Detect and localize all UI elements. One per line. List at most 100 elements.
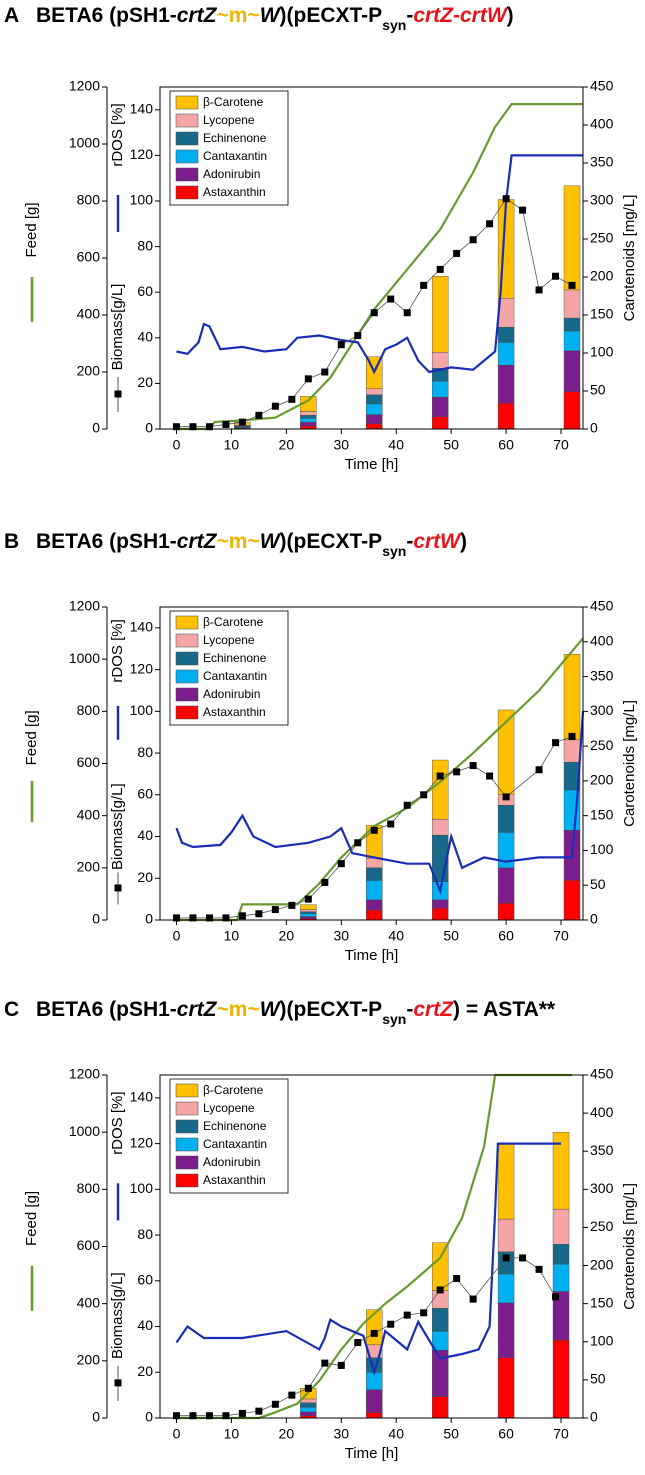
x-tick-label: 70 [553, 1426, 569, 1442]
biomass-point [321, 368, 329, 376]
biomass-point [205, 1412, 213, 1420]
carotenoid-tick-label: 300 [590, 702, 614, 718]
rdos-tick-label: 80 [137, 1226, 153, 1242]
bar-segment [366, 423, 383, 430]
bar-segment [563, 880, 581, 921]
biomass-point [271, 402, 279, 410]
title-part: W [260, 4, 282, 27]
panel-letter: A [4, 4, 19, 27]
rdos-line [176, 154, 583, 375]
rdos-line [175, 711, 585, 895]
rdos-tick-label: 60 [137, 1272, 153, 1288]
feed-tick-label: 400 [77, 306, 101, 322]
feed-tick-label: 1000 [69, 1123, 100, 1139]
legend-swatch [175, 167, 199, 182]
rdos-tick-label: 100 [130, 1180, 154, 1196]
bar-segment [497, 342, 515, 366]
legend-swatch [175, 1155, 199, 1170]
biomass-axis-label: Biomass[g/L] [109, 284, 126, 371]
bar-segment [366, 414, 383, 424]
biomass-point [288, 901, 296, 909]
bar-segment [366, 910, 383, 921]
legend-swatch [175, 687, 199, 702]
biomass-point [420, 281, 428, 289]
bar-segment [300, 916, 317, 919]
biomass-point [255, 1407, 263, 1415]
bar-segment [300, 1411, 317, 1416]
bar-segment [563, 391, 581, 430]
biomass-point [189, 1412, 197, 1420]
biomass-point [552, 272, 560, 280]
bar-segment [366, 1389, 383, 1413]
bar-segment [431, 396, 449, 418]
feed-tick-label: 1000 [69, 650, 100, 666]
carotenoid-axis-label: Carotenoids [mg/L] [621, 1183, 638, 1310]
feed-axis-label: Feed [g] [23, 1191, 40, 1246]
title-part: crtZ [177, 998, 218, 1021]
bar-segment [497, 1143, 515, 1220]
feed-tick-label: 800 [77, 702, 101, 718]
x-tick-label: 20 [279, 437, 295, 453]
rdos-tick-label: 100 [130, 192, 154, 208]
legend-label: Echinenone [203, 1119, 267, 1133]
feed-tick-label: 1200 [69, 1066, 100, 1082]
bar-segment [366, 1412, 383, 1419]
biomass-point [453, 249, 461, 257]
legend-swatch [175, 1101, 199, 1116]
x-tick-label: 60 [498, 1426, 514, 1442]
bar-segment [366, 403, 383, 415]
legend-label: Echinenone [203, 651, 267, 665]
legend-swatch [175, 149, 199, 164]
title-part: syn [382, 17, 406, 33]
biomass-point [172, 914, 180, 922]
biomass-point [238, 418, 246, 426]
biomass-point [420, 1309, 428, 1317]
legend-swatch [175, 95, 199, 110]
legend-swatch [175, 1083, 199, 1098]
legend-swatch [175, 651, 199, 666]
carotenoid-tick-label: 0 [590, 1409, 598, 1425]
title-part: BETA6 (pSH1- [36, 530, 177, 553]
carotenoid-tick-label: 200 [590, 1256, 614, 1272]
biomass-point [337, 1361, 345, 1369]
panel-letter: C [4, 998, 19, 1021]
legend-label: β-Carotene [203, 615, 264, 629]
biomass-point [486, 220, 494, 228]
title-part: crtZ [177, 530, 218, 553]
rdos-tick-label: 120 [130, 660, 154, 676]
chart-title: BETA6 (pSH1-crtZ~m~W)(pECXT-Psyn-crtZ) =… [36, 998, 556, 1027]
bar-segment [497, 1302, 515, 1358]
biomass-point [420, 791, 428, 799]
bar-segment [563, 185, 581, 291]
bar-segment [497, 326, 515, 343]
biomass-point [370, 826, 378, 834]
biomass-point [304, 895, 312, 903]
carotenoid-tick-label: 150 [590, 1294, 614, 1310]
biomass-point [370, 1329, 378, 1337]
title-part: crtZ [413, 998, 454, 1021]
legend-label: β-Carotene [203, 95, 264, 109]
x-tick-label: 30 [333, 437, 349, 453]
carotenoid-tick-label: 300 [590, 1180, 614, 1196]
feed-tick-label: 400 [77, 1294, 101, 1310]
feed-tick-label: 1200 [69, 598, 100, 614]
carotenoid-axis-label: Carotenoids [mg/L] [621, 700, 638, 827]
bar-segment [497, 903, 515, 921]
bar-segment [563, 350, 581, 392]
title-part: - [406, 4, 413, 27]
legend-swatch [175, 615, 199, 630]
feed-tick-label: 200 [77, 1352, 101, 1368]
legend-swatch [175, 633, 199, 648]
biomass-point [403, 1311, 411, 1319]
biomass-point [321, 1359, 329, 1367]
rdos-tick-label: 140 [130, 619, 154, 635]
biomass-point [469, 236, 477, 244]
rdos-tick-label: 0 [145, 420, 153, 436]
x-tick-label: 50 [443, 437, 459, 453]
carotenoid-tick-label: 450 [590, 598, 614, 614]
x-tick-label: 30 [333, 1426, 349, 1442]
title-part: )(pECXT-P [280, 998, 383, 1021]
carotenoid-tick-label: 150 [590, 306, 614, 322]
biomass-point [238, 912, 246, 920]
bar-segment [563, 654, 581, 741]
